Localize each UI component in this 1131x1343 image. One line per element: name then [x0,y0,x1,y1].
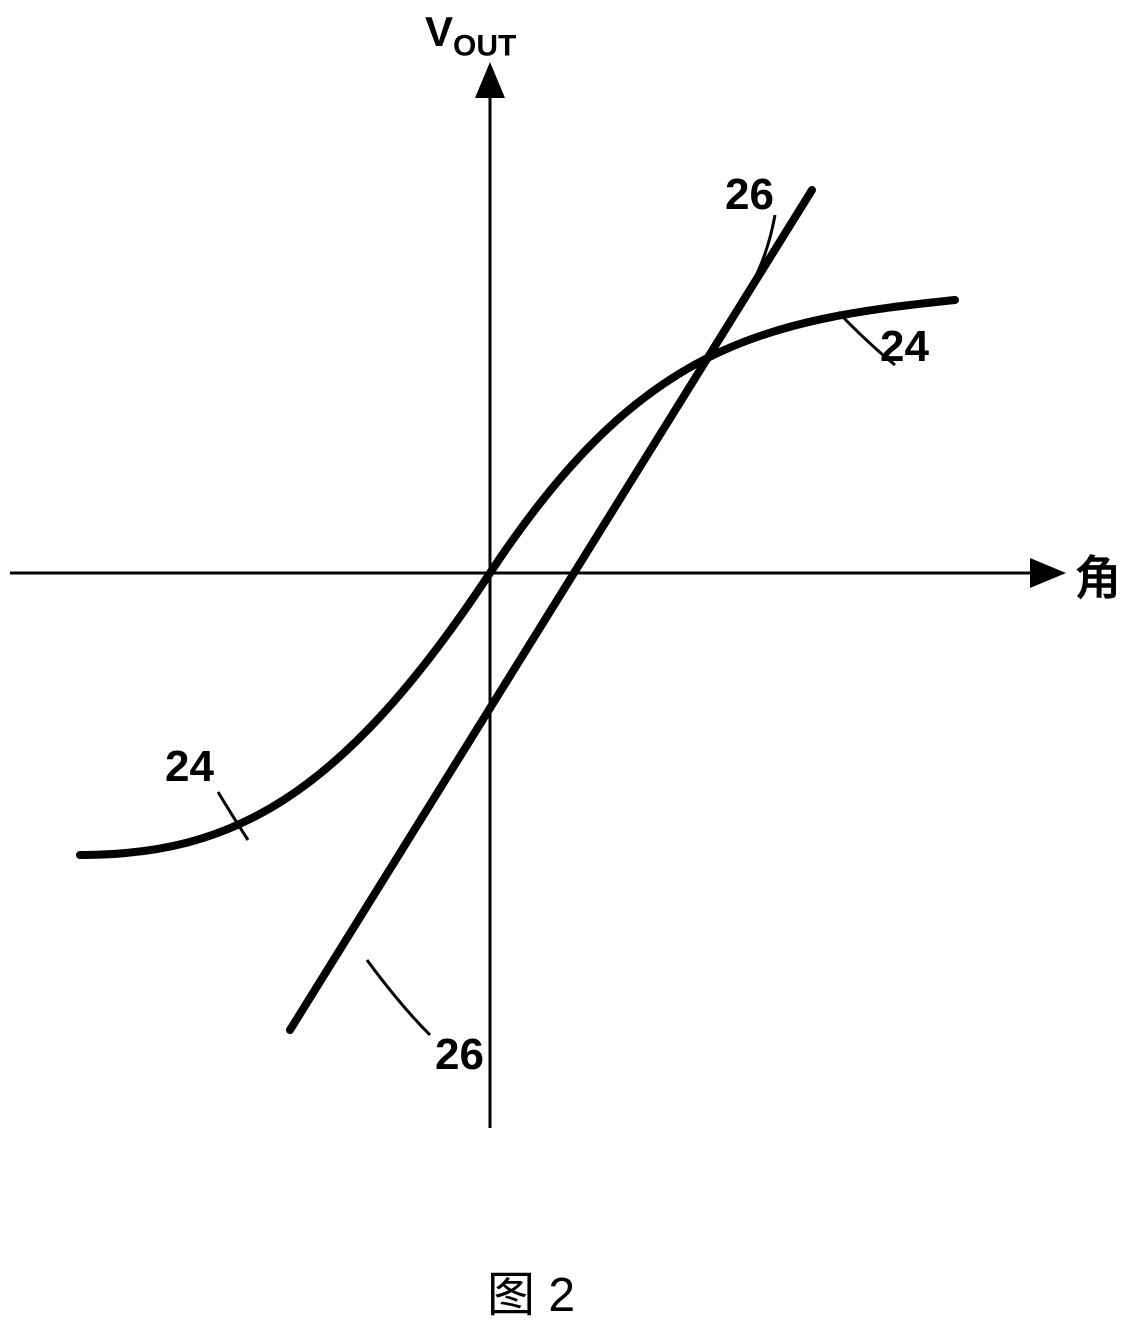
chart-svg [0,0,1131,1338]
leader-26-bottom [367,960,430,1035]
label-24-top: 24 [880,322,929,372]
label-24-bottom: 24 [165,742,214,792]
y-axis-label: VOUT [425,8,516,63]
figure-caption: 图 2 [487,1255,575,1325]
y-axis-label-sub: OUT [453,29,516,62]
chart-container: VOUT 角 26 24 24 26 图 2 [0,0,1131,1338]
label-26-top: 26 [725,170,774,220]
y-axis-label-main: V [425,8,453,55]
label-26-bottom: 26 [435,1030,484,1080]
x-axis-label: 角 [1075,542,1121,608]
curve-26 [290,190,812,1030]
